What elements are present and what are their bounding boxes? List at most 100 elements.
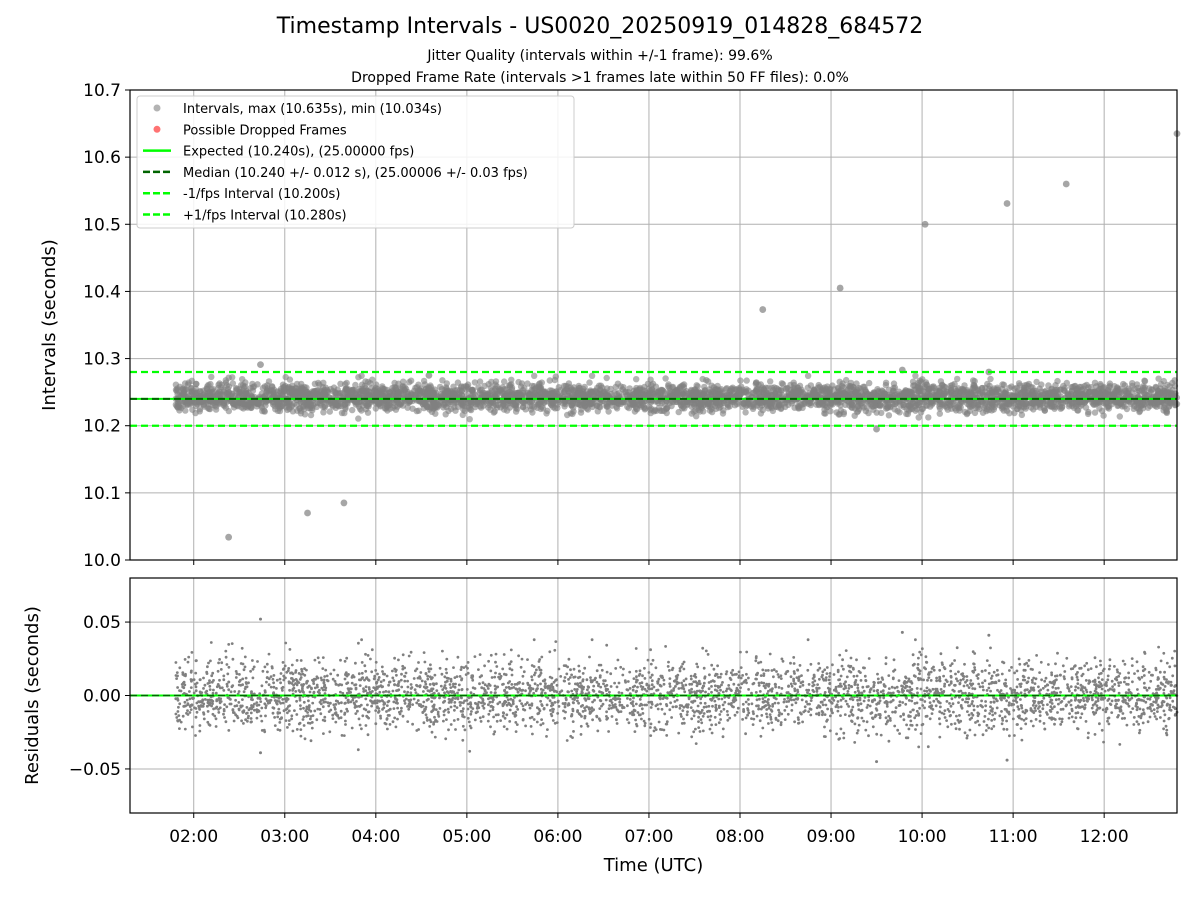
chart-title: Timestamp Intervals - US0020_20250919_01… <box>276 14 924 39</box>
residual-point <box>757 681 761 685</box>
interval-point <box>852 389 859 396</box>
residual-point <box>935 697 938 701</box>
interval-point <box>675 408 682 416</box>
interval-point <box>179 391 186 398</box>
legend-marker-dropped <box>153 125 161 133</box>
interval-point <box>775 387 783 394</box>
residual-point <box>737 683 740 687</box>
interval-point <box>400 378 407 385</box>
residual-point <box>879 690 883 694</box>
interval-point <box>881 390 888 397</box>
interval-point <box>649 388 656 395</box>
residual-point <box>378 690 382 694</box>
interval-point <box>467 406 475 414</box>
residual-point <box>876 672 879 676</box>
residual-point <box>291 729 295 733</box>
residual-point <box>509 660 513 663</box>
residual-point <box>459 668 463 671</box>
interval-point <box>321 390 328 397</box>
interval-point <box>500 402 507 409</box>
residual-point <box>957 701 960 704</box>
interval-point <box>1017 407 1025 414</box>
interval-point <box>261 408 268 415</box>
top-interval-points <box>172 130 1181 541</box>
interval-point <box>735 385 743 392</box>
interval-point <box>299 403 307 410</box>
residual-point <box>928 717 932 721</box>
interval-point <box>737 377 744 384</box>
residual-point <box>264 697 268 701</box>
interval-point <box>632 403 639 411</box>
interval-point <box>592 387 599 394</box>
residual-point <box>794 682 797 686</box>
interval-point <box>319 383 326 391</box>
residual-point <box>1021 710 1025 714</box>
interval-point <box>907 392 915 399</box>
residual-point <box>739 650 742 654</box>
interval-point <box>413 407 420 415</box>
interval-point <box>181 380 189 387</box>
interval-point <box>947 386 955 394</box>
residual-point <box>682 717 685 721</box>
residual-point <box>839 727 843 731</box>
interval-point <box>503 407 511 414</box>
residual-point <box>189 708 193 711</box>
residual-point <box>309 739 313 743</box>
interval-point <box>1096 405 1103 412</box>
residual-point <box>647 684 651 688</box>
interval-point <box>183 401 190 408</box>
interval-point <box>429 391 437 399</box>
residual-point <box>232 719 236 723</box>
interval-point <box>912 386 919 394</box>
residual-point <box>467 720 471 724</box>
residual-point <box>1011 717 1015 721</box>
residual-point <box>981 681 984 685</box>
interval-point <box>1091 379 1099 386</box>
interval-point <box>676 383 684 391</box>
interval-point <box>925 414 932 421</box>
interval-point <box>742 409 749 416</box>
residual-point <box>747 688 750 691</box>
interval-point <box>915 414 922 421</box>
residual-point <box>1173 664 1177 668</box>
residual-point <box>649 706 653 709</box>
residual-point <box>1127 704 1131 708</box>
residual-point <box>1173 713 1177 717</box>
residual-point <box>206 710 210 713</box>
residual-point <box>988 664 991 667</box>
residual-point <box>546 728 549 731</box>
interval-point <box>293 380 301 388</box>
residual-point <box>589 676 592 679</box>
residual-point <box>271 711 275 715</box>
residual-point <box>494 687 497 691</box>
residual-point <box>177 705 180 709</box>
interval-point <box>837 402 844 409</box>
interval-point <box>663 405 670 412</box>
interval-point <box>372 405 379 412</box>
residual-point <box>435 682 438 686</box>
residual-point <box>839 674 843 678</box>
interval-point <box>768 392 775 399</box>
residual-point <box>857 708 861 711</box>
interval-point <box>286 404 293 411</box>
residual-point <box>819 700 823 704</box>
interval-point <box>1033 378 1040 386</box>
residual-point <box>765 692 769 696</box>
interval-point <box>1161 401 1169 409</box>
residual-point <box>292 683 295 687</box>
interval-point <box>662 375 669 382</box>
top-y-tick-label: 10.6 <box>83 148 121 168</box>
interval-point <box>889 391 896 398</box>
interval-point <box>605 408 612 415</box>
residual-point <box>1132 716 1136 719</box>
interval-point <box>970 400 978 407</box>
residual-point <box>892 669 895 673</box>
residual-point <box>407 654 411 658</box>
residual-point <box>910 699 914 703</box>
residual-point <box>240 719 244 723</box>
residual-point <box>525 701 529 705</box>
interval-point <box>740 389 747 396</box>
interval-point <box>673 389 680 396</box>
interval-point <box>569 400 577 407</box>
interval-point <box>193 380 200 388</box>
